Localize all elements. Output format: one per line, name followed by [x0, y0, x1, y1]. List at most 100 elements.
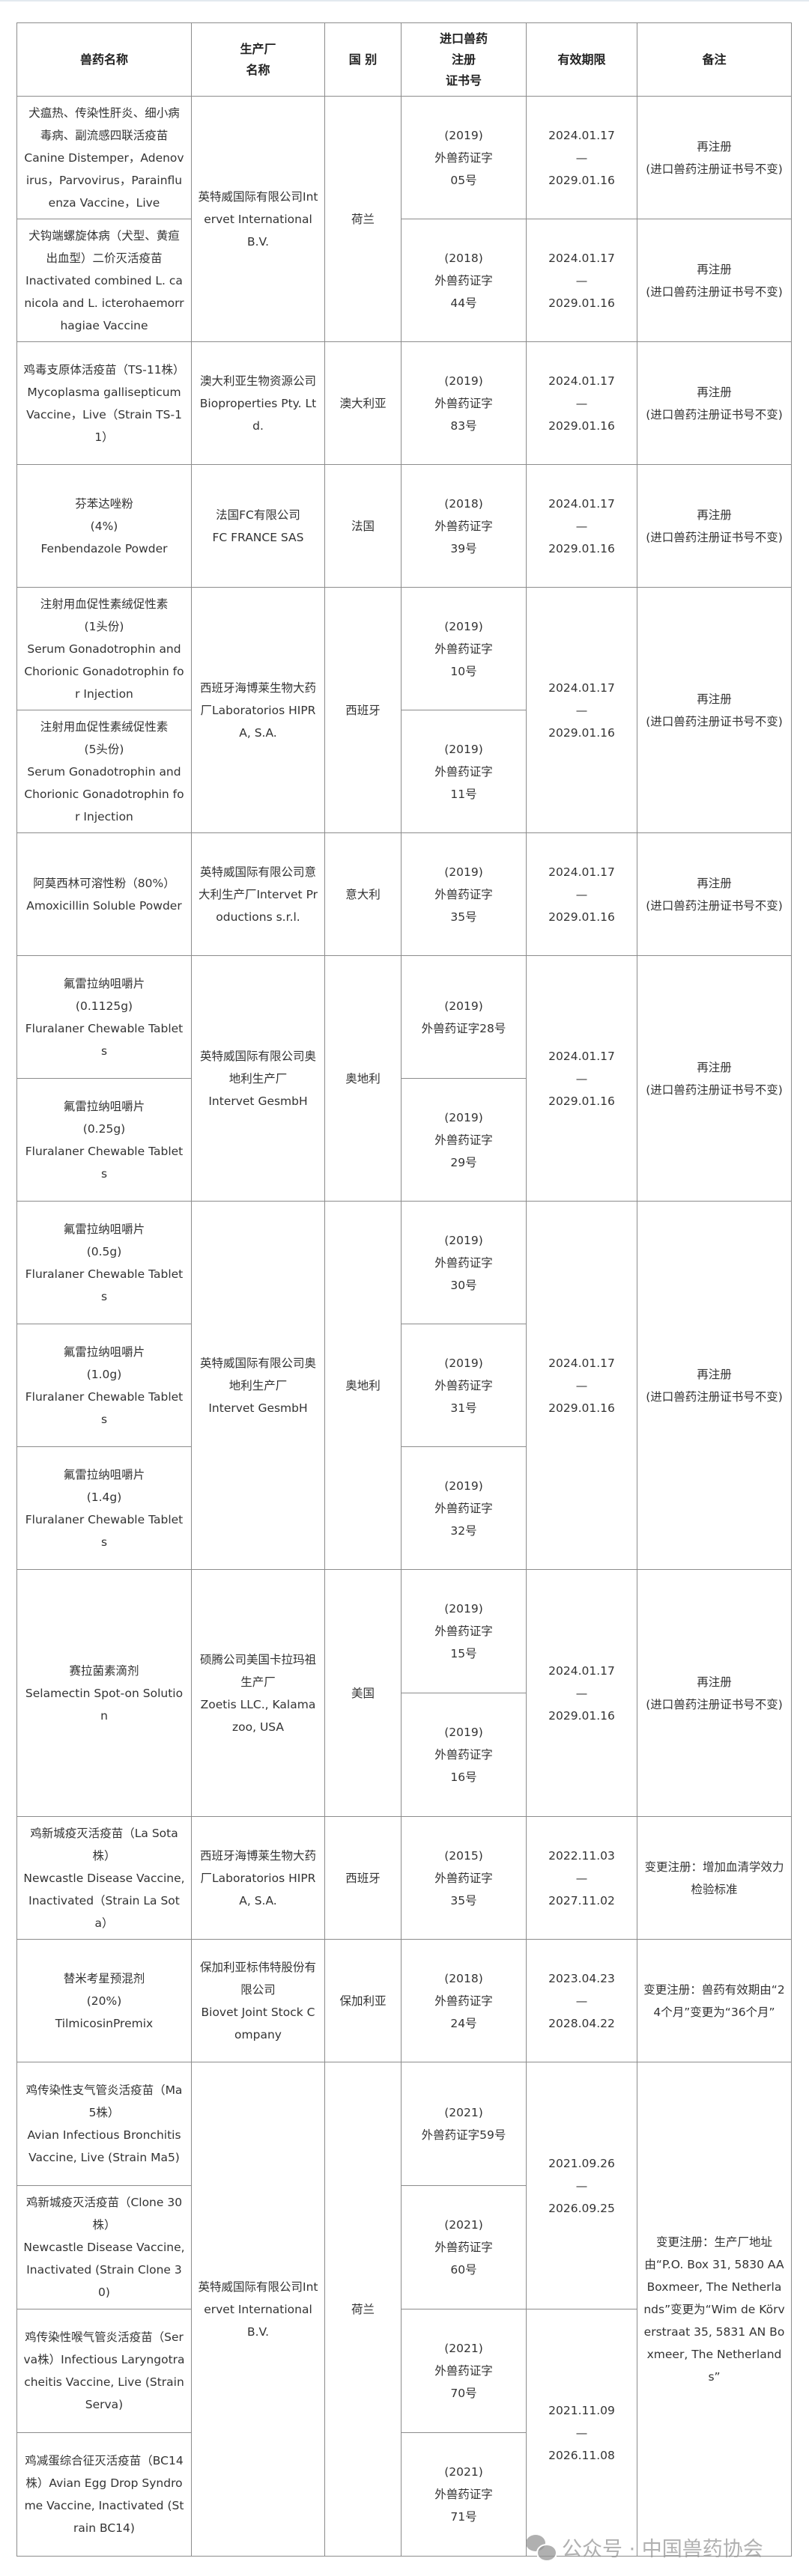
certificate: (2021) 外兽药证字 70号 — [401, 2309, 527, 2433]
validity: 2021.11.09 — 2026.11.08 — [526, 2309, 637, 2557]
table-row: 鸡传染性喉气管炎活疫苗（Serva株）Infectious Laryngotra… — [16, 2309, 792, 2557]
product-name: 阿莫西林可溶性粉（80%） Amoxicillin Soluble Powder — [16, 832, 192, 956]
header-row: 兽药名称 生产厂 名称 国 别 进口兽药 注册 证书号 有效期限 备注 — [16, 22, 792, 97]
table-row: 注射用血促性素绒促性素 (5头份) Serum Gonadotrophin an… — [16, 710, 792, 833]
product-name: 注射用血促性素绒促性素 (1头份) Serum Gonadotrophin an… — [16, 587, 192, 710]
table-row: 鸡新城疫灭活疫苗（La Sota株） Newcastle Disease Vac… — [16, 1816, 792, 1940]
certificate: (2019) 外兽药证字 31号 — [401, 1324, 527, 1447]
product-name: 犬钩端螺旋体病（犬型、黄疸出血型）二价灭活疫苗 Inactivated comb… — [16, 219, 192, 342]
validity: 2024.01.17 — 2029.01.16 — [526, 1201, 637, 1570]
certificate: (2019) 外兽药证字 16号 — [401, 1693, 527, 1817]
certificate: (2019) 外兽药证字 15号 — [401, 1569, 527, 1693]
table-row: 芬苯达唑粉 (4%) Fenbendazole Powder 法国FC有限公司 … — [16, 464, 792, 588]
country: 荷兰 — [324, 96, 402, 342]
certificate: (2019) 外兽药证字 11号 — [401, 710, 527, 833]
certificate: (2021) 外兽药证字 71号 — [401, 2432, 527, 2557]
remark: 变更注册：兽药有效期由“24个月”变更为“36个月” — [637, 1939, 792, 2062]
product-name: 替米考星预混剂 (20%) TilmicosinPremix — [16, 1939, 192, 2062]
table-row: 氟雷拉纳咀嚼片 (1.0g) Fluralaner Chewable Table… — [16, 1324, 792, 1447]
validity: 2024.01.17 — 2029.01.16 — [526, 341, 637, 465]
validity: 2024.01.17 — 2029.01.16 — [526, 587, 637, 833]
manufacturer: 英特威国际有限公司奥地利生产厂 Intervet GesmbH — [191, 1201, 325, 1570]
wechat-icon — [526, 2534, 557, 2562]
certificate: (2019) 外兽药证字28号 — [401, 955, 527, 1079]
country: 奥地利 — [324, 1201, 402, 1570]
table-row: 注射用血促性素绒促性素 (1头份) Serum Gonadotrophin an… — [16, 587, 792, 833]
table-row: 犬钩端螺旋体病（犬型、黄疸出血型）二价灭活疫苗 Inactivated comb… — [16, 219, 792, 342]
product-name: 犬瘟热、传染性肝炎、细小病毒病、副流感四联活疫苗 Canine Distempe… — [16, 96, 192, 219]
remark: 再注册 (进口兽药注册证书号不变) — [637, 955, 792, 1202]
remark: 变更注册：生产厂地址由“P.O. Box 31, 5830 AA Boxmeer… — [637, 2062, 792, 2557]
product-name: 鸡新城疫灭活疫苗（La Sota株） Newcastle Disease Vac… — [16, 1816, 192, 1940]
country: 法国 — [324, 464, 402, 588]
manufacturer: 保加利亚标伟特股份有限公司 Biovet Joint Stock Company — [191, 1939, 325, 2062]
manufacturer: 澳大利亚生物资源公司Bioproperties Pty. Ltd. — [191, 341, 325, 465]
table-row: 替米考星预混剂 (20%) TilmicosinPremix 保加利亚标伟特股份… — [16, 1939, 792, 2062]
manufacturer: 西班牙海博莱生物大药厂Laboratorios HIPRA, S.A. — [191, 1816, 325, 1940]
validity: 2024.01.17 — 2029.01.16 — [526, 1569, 637, 1817]
validity: 2022.11.03 — 2027.11.02 — [526, 1816, 637, 1940]
certificate: (2015) 外兽药证字 35号 — [401, 1816, 527, 1940]
remark: 再注册 (进口兽药注册证书号不变) — [637, 341, 792, 465]
watermark: 公众号 · 中国兽药协会 — [526, 2533, 763, 2562]
certificate: (2019) 外兽药证字 32号 — [401, 1446, 527, 1570]
country: 保加利亚 — [324, 1939, 402, 2062]
remark: 再注册 (进口兽药注册证书号不变) — [637, 587, 792, 833]
top-divider — [0, 0, 809, 1]
table-row: 氟雷拉纳咀嚼片 (0.25g) Fluralaner Chewable Tabl… — [16, 1078, 792, 1202]
header-manufacturer: 生产厂 名称 — [191, 22, 325, 97]
certificate: (2019) 外兽药证字 35号 — [401, 832, 527, 956]
table-row: 犬瘟热、传染性肝炎、细小病毒病、副流感四联活疫苗 Canine Distempe… — [16, 96, 792, 342]
certificate: (2019) 外兽药证字 83号 — [401, 341, 527, 465]
remark: 变更注册：增加血清学效力检验标准 — [637, 1816, 792, 1940]
certificate: (2021) 外兽药证字 60号 — [401, 2185, 527, 2309]
product-name: 氟雷拉纳咀嚼片 (1.4g) Fluralaner Chewable Table… — [16, 1446, 192, 1570]
product-name: 氟雷拉纳咀嚼片 (0.1125g) Fluralaner Chewable Ta… — [16, 955, 192, 1079]
table-row: 阿莫西林可溶性粉（80%） Amoxicillin Soluble Powder… — [16, 832, 792, 956]
country: 意大利 — [324, 832, 402, 956]
manufacturer: 西班牙海博莱生物大药厂Laboratorios HIPRA, S.A. — [191, 587, 325, 833]
header-name: 兽药名称 — [16, 22, 192, 97]
table-row: 鸡新城疫灭活疫苗（Clone 30株） Newcastle Disease Va… — [16, 2185, 792, 2309]
validity: 2024.01.17 — 2029.01.16 — [526, 96, 637, 219]
remark: 再注册 (进口兽药注册证书号不变) — [637, 96, 792, 219]
table-row: (2019) 外兽药证字 16号 — [17, 1693, 792, 1817]
validity: 2024.01.17 — 2029.01.16 — [526, 464, 637, 588]
table-row: 氟雷拉纳咀嚼片 (0.5g) Fluralaner Chewable Table… — [16, 1201, 792, 1570]
validity: 2024.01.17 — 2029.01.16 — [526, 832, 637, 956]
manufacturer: 硕腾公司美国卡拉玛祖生产厂 Zoetis LLC., Kalamazoo, US… — [191, 1569, 325, 1817]
header-validity: 有效期限 — [526, 22, 637, 97]
product-name: 鸡传染性支气管炎活疫苗（Ma5株） Avian Infectious Bronc… — [16, 2062, 192, 2186]
product-name: 鸡传染性喉气管炎活疫苗（Serva株）Infectious Laryngotra… — [16, 2309, 192, 2433]
product-name: 芬苯达唑粉 (4%) Fenbendazole Powder — [16, 464, 192, 588]
country: 荷兰 — [324, 2062, 402, 2557]
country: 西班牙 — [324, 587, 402, 833]
remark: 再注册 (进口兽药注册证书号不变) — [637, 832, 792, 956]
certificate: (2018) 外兽药证字 39号 — [401, 464, 527, 588]
header-country: 国 别 — [324, 22, 402, 97]
manufacturer: 英特威国际有限公司Intervet International B.V. — [191, 2062, 325, 2557]
product-name: 氟雷拉纳咀嚼片 (1.0g) Fluralaner Chewable Table… — [16, 1324, 192, 1447]
product-name: 赛拉菌素滴剂 Selamectin Spot-on Solution — [16, 1569, 192, 1817]
certificate: (2018) 外兽药证字 24号 — [401, 1939, 527, 2062]
country: 奥地利 — [324, 955, 402, 1202]
country: 美国 — [324, 1569, 402, 1817]
product-name: 氟雷拉纳咀嚼片 (0.5g) Fluralaner Chewable Table… — [16, 1201, 192, 1324]
country: 澳大利亚 — [324, 341, 402, 465]
validity: 2024.01.17 — 2029.01.16 — [526, 219, 637, 342]
certificate: (2019) 外兽药证字 30号 — [401, 1201, 527, 1324]
table-row: 赛拉菌素滴剂 Selamectin Spot-on Solution 硕腾公司美… — [16, 1569, 792, 1817]
product-name: 鸡毒支原体活疫苗（TS-11株） Mycoplasma gallisepticu… — [16, 341, 192, 465]
manufacturer: 英特威国际有限公司Intervet International B.V. — [191, 96, 325, 342]
table-row: 氟雷拉纳咀嚼片 (0.1125g) Fluralaner Chewable Ta… — [16, 955, 792, 1202]
validity: 2021.09.26 — 2026.09.25 — [526, 2062, 637, 2309]
certificate: (2018) 外兽药证字 44号 — [401, 219, 527, 342]
remark: 再注册 (进口兽药注册证书号不变) — [637, 464, 792, 588]
product-name: 注射用血促性素绒促性素 (5头份) Serum Gonadotrophin an… — [16, 710, 192, 833]
certificate: (2019) 外兽药证字 29号 — [401, 1078, 527, 1202]
table-row: 鸡毒支原体活疫苗（TS-11株） Mycoplasma gallisepticu… — [16, 341, 792, 465]
product-name: 鸡新城疫灭活疫苗（Clone 30株） Newcastle Disease Va… — [16, 2185, 192, 2309]
table-row: 鸡减蛋综合征灭活疫苗（BC14株）Avian Egg Drop Syndrome… — [16, 2432, 792, 2557]
certificate: (2021) 外兽药证字59号 — [401, 2062, 527, 2186]
header-remark: 备注 — [637, 22, 792, 97]
